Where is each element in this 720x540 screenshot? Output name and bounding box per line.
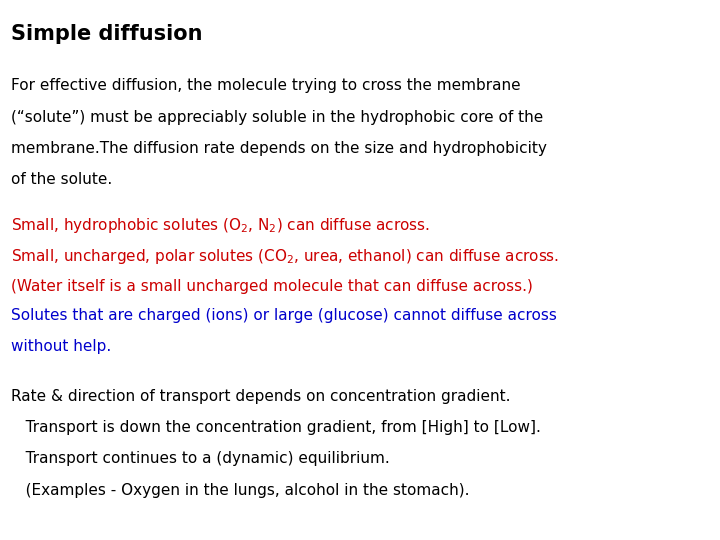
Text: membrane.The diffusion rate depends on the size and hydrophobicity: membrane.The diffusion rate depends on t… <box>11 141 546 156</box>
Text: Solutes that are charged (ions) or large (glucose) cannot diffuse across: Solutes that are charged (ions) or large… <box>11 308 557 323</box>
Text: without help.: without help. <box>11 339 111 354</box>
Text: For effective diffusion, the molecule trying to cross the membrane: For effective diffusion, the molecule tr… <box>11 78 521 93</box>
Text: Small, uncharged, polar solutes (CO$_2$, urea, ethanol) can diffuse across.: Small, uncharged, polar solutes (CO$_2$,… <box>11 247 559 266</box>
Text: Transport is down the concentration gradient, from [High] to [Low].: Transport is down the concentration grad… <box>11 420 541 435</box>
Text: (Examples - Oxygen in the lungs, alcohol in the stomach).: (Examples - Oxygen in the lungs, alcohol… <box>11 483 469 498</box>
Text: (Water itself is a small uncharged molecule that can diffuse across.): (Water itself is a small uncharged molec… <box>11 279 533 294</box>
Text: (“solute”) must be appreciably soluble in the hydrophobic core of the: (“solute”) must be appreciably soluble i… <box>11 110 543 125</box>
Text: Small, hydrophobic solutes (O$_2$, N$_2$) can diffuse across.: Small, hydrophobic solutes (O$_2$, N$_2$… <box>11 216 430 235</box>
Text: Transport continues to a (dynamic) equilibrium.: Transport continues to a (dynamic) equil… <box>11 451 390 467</box>
Text: Rate & direction of transport depends on concentration gradient.: Rate & direction of transport depends on… <box>11 389 510 404</box>
Text: of the solute.: of the solute. <box>11 172 112 187</box>
Text: Simple diffusion: Simple diffusion <box>11 24 202 44</box>
